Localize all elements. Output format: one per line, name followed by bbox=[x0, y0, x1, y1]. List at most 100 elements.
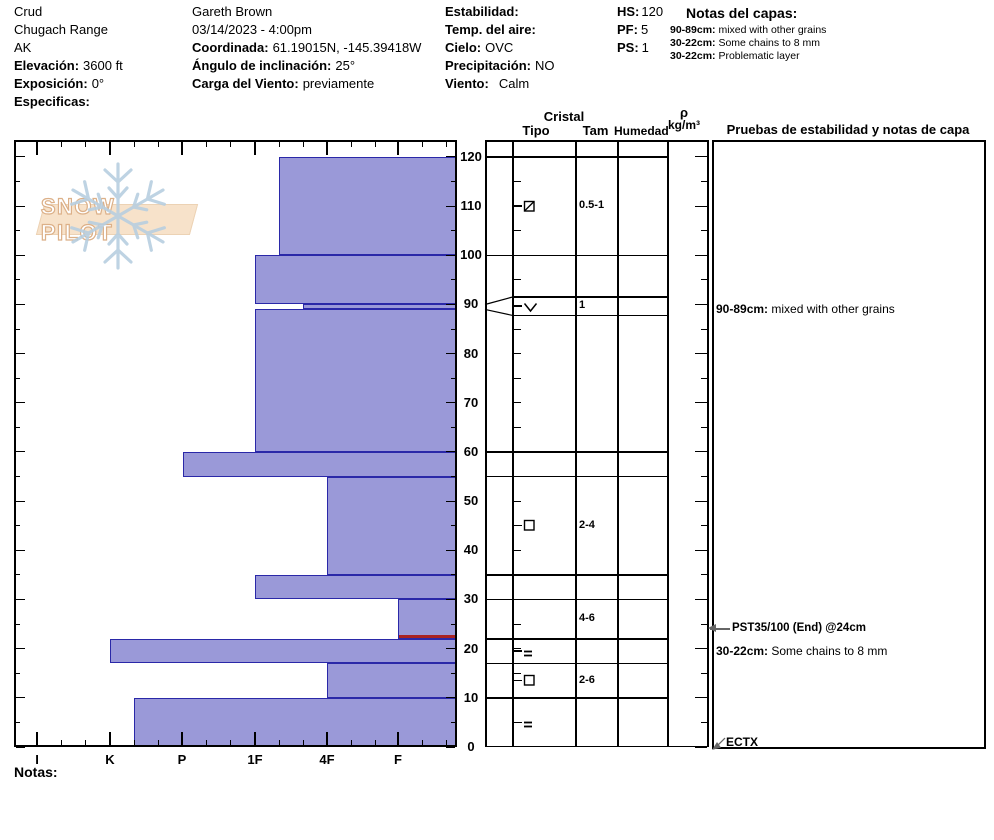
depth-tick-left bbox=[16, 328, 20, 330]
table-layer-line bbox=[485, 475, 667, 478]
hardness-minor-tick-bottom bbox=[206, 740, 207, 745]
notes-panel-left-border bbox=[712, 140, 714, 749]
range-name: Chugach Range bbox=[14, 22, 108, 37]
table-vertical-line bbox=[617, 140, 619, 747]
table-top-line bbox=[485, 140, 709, 142]
pst-arrow-head bbox=[708, 624, 716, 633]
table-layer-line bbox=[485, 697, 667, 699]
density-tick bbox=[695, 205, 707, 207]
slope-label: Ángulo de inclinación: bbox=[192, 58, 332, 73]
hardness-minor-tick-bottom bbox=[375, 740, 376, 745]
grain-size-value: 1 bbox=[579, 299, 586, 312]
wind-value: Calm bbox=[498, 76, 530, 91]
snowpilot-logo-text: SNOW PILOT bbox=[40, 193, 116, 245]
depth-tick-right bbox=[446, 156, 455, 158]
hardness-minor-tick-bottom bbox=[134, 740, 135, 745]
depth-tick-left bbox=[16, 500, 25, 502]
table-layer-line bbox=[485, 574, 667, 576]
elevation-label: Elevación: bbox=[14, 58, 80, 73]
sky-value: OVC bbox=[485, 40, 514, 55]
density-tick bbox=[701, 230, 707, 232]
depth-tick-left bbox=[16, 721, 20, 723]
depth-tick-left bbox=[16, 525, 20, 527]
density-tick bbox=[701, 426, 707, 428]
hardness-minor-tick-top bbox=[158, 142, 159, 147]
grain-type-symbol-square bbox=[523, 519, 536, 537]
elevation-value: 3600 ft bbox=[83, 58, 123, 73]
hardness-tick-top bbox=[181, 142, 183, 155]
hardness-tick-bottom bbox=[109, 732, 111, 745]
aspect-label: Exposición: bbox=[14, 76, 88, 91]
layer-notes-title: Notas del capas: bbox=[686, 5, 798, 21]
layer-bar bbox=[183, 451, 457, 477]
windload-label: Carga del Viento: bbox=[192, 76, 299, 91]
depth-label: 110 bbox=[460, 198, 482, 214]
grain-size-value: 4-6 bbox=[579, 612, 595, 625]
depth-tick-right bbox=[451, 279, 455, 281]
depth-label: 100 bbox=[460, 247, 482, 263]
depth-tick-right bbox=[446, 254, 455, 256]
layer-bar bbox=[255, 255, 457, 305]
hardness-tick-top bbox=[109, 142, 111, 155]
density-tick bbox=[701, 574, 707, 576]
airtemp-row: Temp. del aire: bbox=[445, 22, 554, 40]
hardness-label: I bbox=[35, 752, 39, 767]
snowflake-branch bbox=[116, 168, 133, 184]
layer-note-item: 30-22cm: Problematic layer bbox=[670, 50, 826, 63]
density-tick bbox=[701, 672, 707, 674]
layer-note-text: mixed with other grains bbox=[718, 24, 827, 36]
depth-tick-right bbox=[451, 181, 455, 183]
depth-label: 10 bbox=[463, 689, 479, 705]
depth-tick-right bbox=[446, 205, 455, 207]
footer-notes-label: Notas: bbox=[14, 764, 58, 780]
density-tick bbox=[695, 500, 707, 502]
depth-tick-right bbox=[446, 598, 455, 600]
density-rho-header: ρ bbox=[679, 105, 689, 120]
depth-tick-left bbox=[16, 574, 20, 576]
hardness-minor-tick-bottom bbox=[230, 740, 231, 745]
table-vertical-line bbox=[485, 140, 487, 747]
density-units-header: kg/m³ bbox=[667, 118, 700, 132]
hardness-minor-tick-bottom bbox=[422, 740, 423, 745]
density-tick bbox=[701, 525, 707, 527]
depth-tick-left bbox=[16, 303, 25, 305]
notes-panel-right-border bbox=[984, 140, 986, 749]
problem-layer-line bbox=[399, 634, 456, 638]
hardness-minor-tick-bottom bbox=[158, 740, 159, 745]
depth-tick-right bbox=[446, 500, 455, 502]
specifics-row: Especificas: bbox=[14, 94, 123, 112]
observer-name: Gareth Brown bbox=[192, 4, 273, 19]
hardness-label: 4F bbox=[319, 752, 335, 767]
layer-notes-list: 90-89cm: mixed with other grains 30-22cm:… bbox=[670, 24, 826, 63]
sky-label: Cielo: bbox=[445, 40, 482, 55]
layer-bar bbox=[279, 156, 457, 256]
precip-value: NO bbox=[534, 58, 555, 73]
depth-label: 20 bbox=[463, 640, 479, 656]
thin-layer-funnel-top bbox=[484, 296, 513, 306]
ps-label: PS: bbox=[617, 40, 639, 55]
depth-tick-left bbox=[16, 476, 20, 478]
slope-angle-row: Ángulo de inclinación: 25° bbox=[192, 58, 421, 76]
depth-tick-right bbox=[451, 230, 455, 232]
layer-note-text: Problematic layer bbox=[718, 50, 800, 62]
depth-tick-right bbox=[446, 549, 455, 551]
depth-tick-left bbox=[16, 254, 25, 256]
density-tick bbox=[695, 746, 707, 748]
aspect-row: Exposición: 0° bbox=[14, 76, 123, 94]
depth-tick-right bbox=[451, 426, 455, 428]
stability-row: Estabilidad: bbox=[445, 4, 554, 22]
snowflake-branch bbox=[103, 168, 120, 184]
depth-tick-right bbox=[446, 746, 455, 748]
tam-column-header: Tam bbox=[582, 123, 609, 138]
depth-label: 80 bbox=[463, 345, 479, 361]
density-tick bbox=[695, 549, 707, 551]
density-tick bbox=[695, 254, 707, 256]
depth-tick-right bbox=[446, 353, 455, 355]
hardness-minor-tick-top bbox=[85, 142, 86, 147]
depth-tick-left bbox=[16, 353, 25, 355]
depth-tick-right bbox=[446, 697, 455, 699]
depth-tick-left bbox=[16, 672, 20, 674]
table-depth-tick bbox=[513, 377, 521, 379]
depth-tick-left bbox=[16, 746, 25, 748]
grain-type-symbol-ice-lens bbox=[523, 716, 534, 734]
